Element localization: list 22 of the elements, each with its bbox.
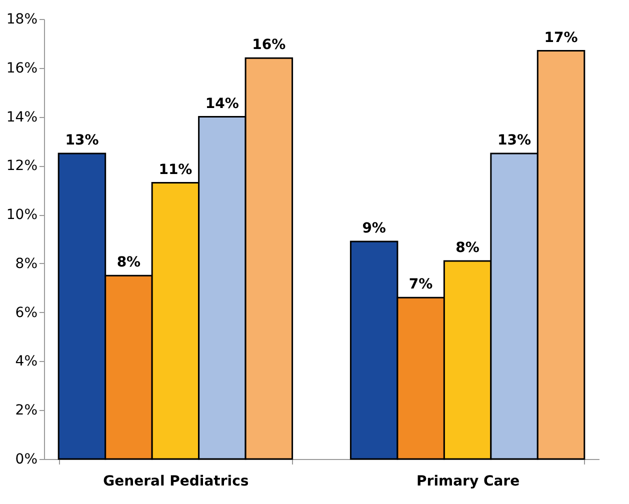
y-tick-label: 14% — [6, 109, 38, 126]
y-tick-label: 10% — [6, 207, 38, 224]
data-label: 13% — [65, 132, 99, 148]
y-tick-label: 12% — [6, 158, 38, 174]
data-label: 7% — [408, 276, 433, 293]
y-tick-label: 4% — [15, 354, 38, 370]
y-tick-label: 16% — [6, 60, 38, 76]
y-tick-label: 18% — [6, 12, 38, 28]
data-label: 8% — [456, 240, 480, 256]
data-label: 9% — [362, 220, 386, 236]
data-label: 8% — [116, 254, 141, 271]
y-tick-label: 2% — [15, 402, 38, 419]
data-label: 17% — [544, 30, 578, 46]
y-tick-label: 0% — [15, 452, 38, 468]
x-tick-label: Primary Care — [416, 474, 520, 490]
y-tick-label: 6% — [15, 304, 38, 321]
data-label: 14% — [205, 96, 239, 112]
data-label: 16% — [252, 37, 286, 54]
data-label: 11% — [158, 162, 192, 178]
data-label: 13% — [498, 132, 532, 148]
x-tick-label: General Pediatrics — [103, 474, 249, 490]
y-tick-label: 8% — [15, 256, 38, 272]
